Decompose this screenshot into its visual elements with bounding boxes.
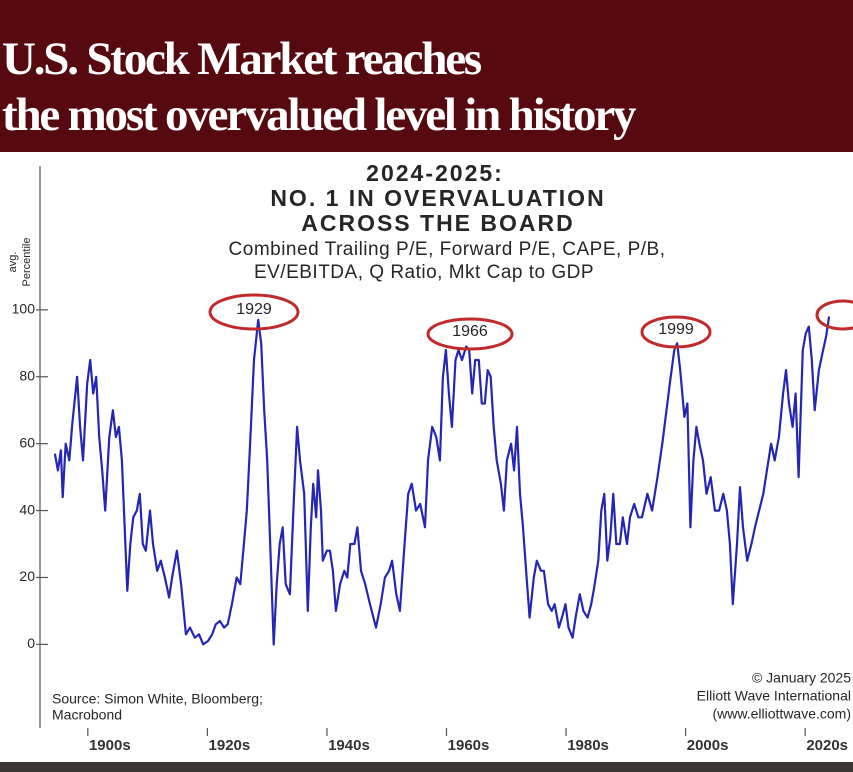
highlight-circle	[208, 293, 300, 331]
annotation: 1966	[452, 323, 488, 340]
chart-subtitle: Combined Trailing P/E, Forward P/E, CAPE…	[229, 239, 666, 260]
source: Macrobond	[52, 707, 122, 723]
annotation: 1929	[236, 301, 272, 318]
x-tick-label: 2000s	[687, 737, 729, 754]
y-tick-label: 100	[12, 301, 36, 317]
x-tick-label: 1980s	[567, 737, 609, 754]
x-tick-label: 1960s	[448, 737, 490, 754]
y-tick-label: 0	[27, 635, 35, 651]
chart-title: ACROSS THE BOARD	[301, 210, 575, 236]
y-tick-label: 80	[19, 367, 35, 383]
chart-subtitle: EV/EBITDA, Q Ratio, Mkt Cap to GDP	[254, 262, 594, 283]
y-tick-label: 20	[19, 568, 35, 584]
chart-title: NO. 1 IN OVERVALUATION	[270, 185, 605, 211]
highlight-circle	[426, 317, 514, 351]
copyright: (www.elliottwave.com)	[713, 706, 851, 722]
banner-title: the most overvalued level in history	[2, 89, 637, 141]
x-tick-label: 1940s	[328, 737, 370, 754]
copyright: © January 2025	[752, 670, 851, 686]
x-tick-label: 1920s	[209, 737, 251, 754]
banner	[0, 0, 853, 152]
annotation: 1999	[658, 321, 694, 338]
data-line	[53, 316, 831, 646]
y-axis-label: Percentile	[21, 238, 33, 287]
y-axis-label: avg.	[7, 252, 19, 273]
copyright: Elliott Wave International	[697, 688, 851, 704]
x-tick-label: 2020s	[806, 737, 848, 754]
x-tick-label: 1900s	[89, 737, 131, 754]
highlight-circle	[640, 315, 712, 349]
banner-title: U.S. Stock Market reaches	[2, 33, 482, 85]
chart-title: 2024-2025:	[366, 160, 504, 186]
photo-strip	[0, 762, 853, 772]
y-tick-label: 40	[19, 501, 35, 517]
y-tick-label: 60	[19, 434, 35, 450]
highlight-circle	[815, 299, 853, 331]
source: Source: Simon White, Bloomberg;	[52, 691, 263, 707]
